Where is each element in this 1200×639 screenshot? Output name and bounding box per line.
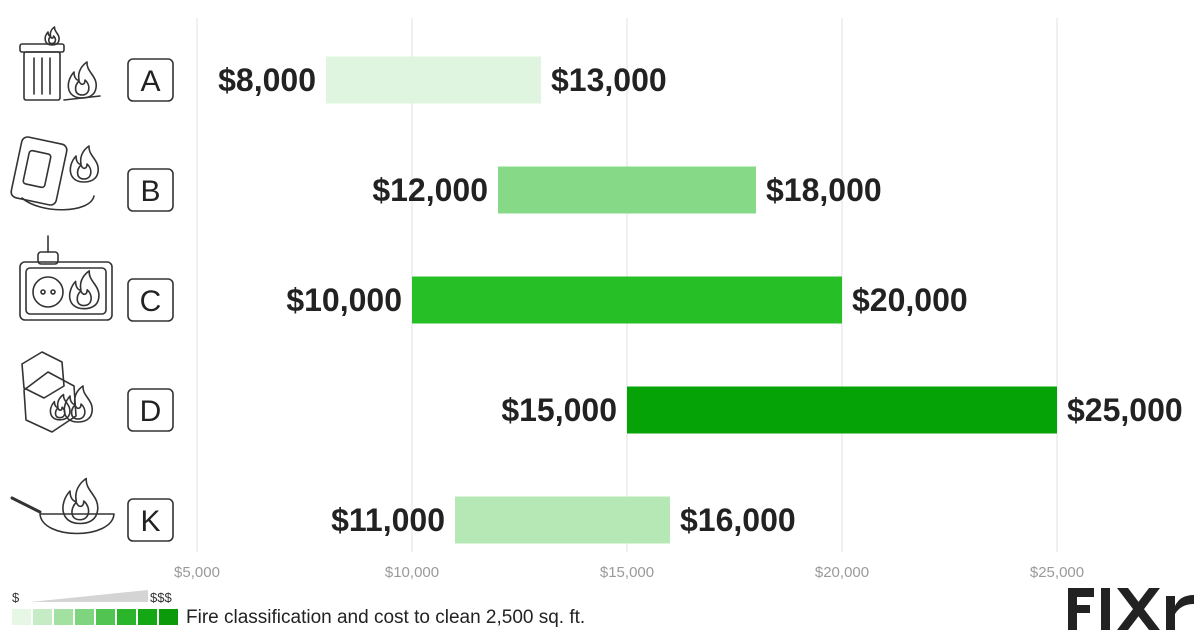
cost-legend: $ $$$ Fire classification and cost to cl…	[8, 588, 668, 633]
legend-swatch	[117, 609, 136, 625]
class-label: C	[140, 285, 162, 318]
x-tick-label: $10,000	[385, 564, 439, 581]
range-bar	[412, 276, 842, 324]
low-value-label: $12,000	[372, 172, 488, 208]
class-badge	[127, 388, 174, 432]
legend-swatch	[33, 609, 52, 625]
high-value-label: $16,000	[680, 502, 796, 538]
fire-class-rows: A B C D K	[10, 26, 174, 542]
class-badge	[127, 278, 174, 322]
low-value-label: $8,000	[218, 62, 316, 98]
high-value-label: $25,000	[1067, 392, 1183, 428]
class-badge	[127, 58, 174, 102]
legend-swatch	[159, 609, 178, 625]
legend-swatch	[12, 609, 31, 625]
electrical-outlet-fire-icon	[19, 235, 113, 321]
range-bar	[455, 496, 670, 544]
legend-caption: Fire classification and cost to clean 2,…	[186, 607, 586, 628]
legend-low-label: $	[12, 590, 20, 605]
legend-swatch	[54, 609, 73, 625]
x-tick-label: $20,000	[815, 564, 869, 581]
low-value-label: $15,000	[501, 392, 617, 428]
legend-ramp	[30, 590, 148, 602]
legend-swatches	[12, 609, 178, 625]
trash-can-fire-icon	[19, 26, 101, 101]
x-tick-label: $25,000	[1030, 564, 1084, 581]
low-value-label: $11,000	[331, 502, 445, 538]
class-label: D	[140, 395, 162, 428]
class-label: K	[140, 505, 160, 538]
range-bar	[498, 166, 756, 214]
low-value-label: $10,000	[286, 282, 402, 318]
class-label: A	[140, 65, 160, 98]
bars: $8,000 $13,000 $12,000 $18,000 $10,000 $20,00…	[218, 56, 1183, 544]
legend-swatch	[96, 609, 115, 625]
x-tick-label: $5,000	[174, 564, 220, 581]
fuel-canister-fire-icon	[10, 136, 99, 211]
legend-swatch	[138, 609, 157, 625]
high-value-label: $20,000	[852, 282, 968, 318]
metal-hexagon-fire-icon	[21, 351, 93, 433]
class-badge	[127, 498, 174, 542]
legend-high-label: $$$	[150, 590, 172, 605]
range-bar	[627, 386, 1057, 434]
class-label: B	[140, 175, 160, 208]
legend-swatch	[75, 609, 94, 625]
high-value-label: $18,000	[766, 172, 882, 208]
high-value-label: $13,000	[551, 62, 667, 98]
fixr-logo	[1068, 588, 1194, 630]
frying-pan-fire-icon	[10, 477, 115, 535]
x-tick-label: $15,000	[600, 564, 654, 581]
class-badge	[127, 168, 174, 212]
x-axis-ticks: $5,000 $10,000 $15,000 $20,000 $25,000	[174, 564, 1084, 581]
range-bar	[326, 56, 541, 104]
